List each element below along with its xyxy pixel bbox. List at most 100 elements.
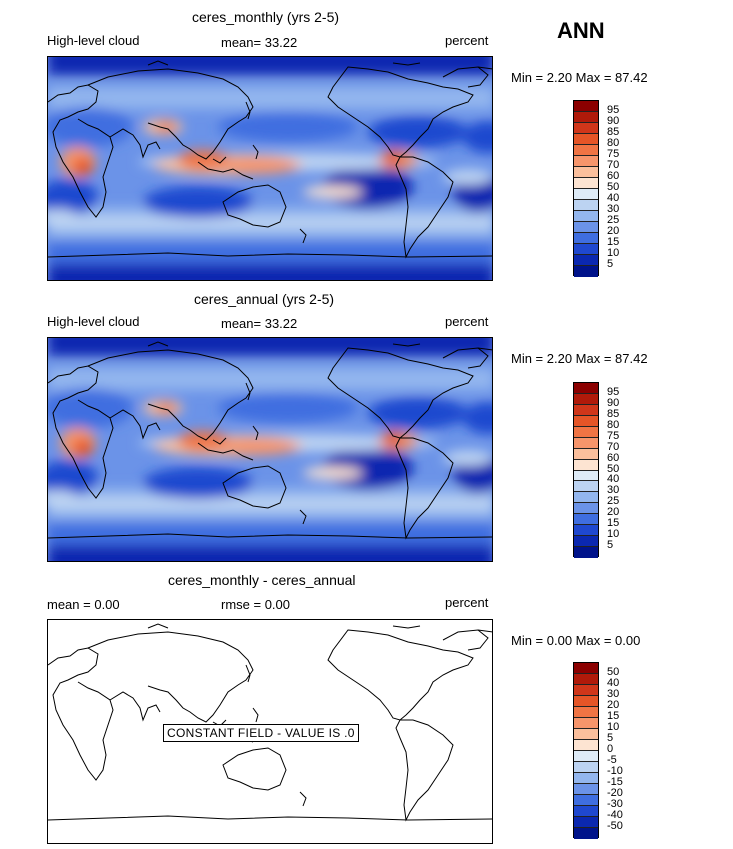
colorbar-tick-label: 20 [607,506,620,519]
colorbar-segment [574,817,598,828]
panel2-title: ceres_annual (yrs 2-5) [194,291,335,307]
colorbar-segment [574,503,598,515]
colorbar-tick-label: 40 [607,677,620,689]
colorbar-segment [574,233,598,244]
colorbar-segment [574,547,598,558]
colorbar-segment [574,773,598,784]
colorbar-segment [574,255,598,266]
colorbar-segment [574,729,598,740]
panel2-colorbar [573,382,599,558]
colorbar-segment [574,244,598,255]
colorbar-tick-label: -15 [607,776,623,788]
colorbar-tick-label: 90 [607,115,620,127]
colorbar-segment [574,437,598,449]
colorbar-segment [574,393,598,405]
panel1-variable-label: High-level cloud [47,33,140,48]
colorbar-segment [574,481,598,493]
panel1-map-field [48,57,492,281]
colorbar-tick-label: 70 [607,440,620,453]
colorbar-segment [574,101,598,112]
colorbar-tick-label: 90 [607,396,620,409]
colorbar-segment [574,795,598,806]
panel1-units: percent [445,33,489,48]
panel2-minmax: Min = 2.20 Max = 87.42 [511,351,648,366]
panel3-colorbar [573,662,599,839]
colorbar-tick-label: 0 [607,743,614,755]
colorbar-segment [574,189,598,200]
colorbar-segment [574,762,598,773]
colorbar-tick-label: 10 [607,721,620,733]
panel1-minmax: Min = 2.20 Max = 87.42 [511,70,648,85]
colorbar-segment [574,492,598,504]
colorbar-tick-label: -50 [607,820,623,832]
colorbar-tick-label: 40 [607,192,620,204]
colorbar-tick-label: 40 [607,473,620,486]
colorbar-tick-label: 5 [607,732,614,744]
colorbar-segment [574,696,598,707]
colorbar-tick-label: 20 [607,699,620,711]
colorbar-tick-label: 70 [607,159,620,171]
colorbar-segment [574,685,598,696]
colorbar-tick-label: 5 [607,258,614,270]
colorbar-tick-label: 60 [607,170,620,182]
colorbar-segment [574,751,598,762]
colorbar-tick-label: 15 [607,236,620,248]
colorbar-tick-label: 95 [607,104,620,116]
colorbar-segment [574,663,598,674]
colorbar-tick-label: -30 [607,798,623,810]
colorbar-segment [574,448,598,460]
colorbar-segment [574,145,598,156]
panel3-rmse: rmse = 0.00 [221,597,291,612]
colorbar-segment [574,525,598,537]
colorbar-tick-label: 75 [607,148,620,160]
colorbar-tick-label: 60 [607,451,620,464]
colorbar-tick-label: 85 [607,126,620,138]
colorbar-segment [574,200,598,211]
colorbar-segment [574,404,598,416]
panel1-map [47,56,493,281]
colorbar-segment [574,536,598,548]
colorbar-tick-label: 80 [607,137,620,149]
colorbar-tick-label: 95 [607,385,620,398]
colorbar-tick-label: -10 [607,765,623,777]
panel3-minmax: Min = 0.00 Max = 0.00 [511,633,641,648]
panel3-units: percent [445,595,489,610]
colorbar-segment [574,178,598,189]
panel3-title: ceres_monthly - ceres_annual [168,572,356,588]
colorbar-segment [574,123,598,134]
colorbar-tick-label: 15 [607,517,620,530]
panel1-title: ceres_monthly (yrs 2-5) [192,9,340,25]
colorbar-segment [574,156,598,167]
panel2-mean: mean= 33.22 [221,316,298,331]
colorbar-segment [574,514,598,526]
colorbar-tick-label: 50 [607,666,620,678]
colorbar-tick-label: 75 [607,429,620,442]
colorbar-segment [574,112,598,123]
season-label: ANN [557,18,605,43]
colorbar-segment [574,806,598,817]
colorbar-segment [574,740,598,751]
colorbar-tick-label: 25 [607,214,620,226]
colorbar-tick-label: 50 [607,181,620,193]
colorbar-segment [574,470,598,482]
colorbar-segment [574,415,598,427]
colorbar-tick-label: 5 [607,539,614,552]
panel1-colorbar [573,100,599,277]
panel2-variable-label: High-level cloud [47,314,140,329]
colorbar-tick-label: 30 [607,688,620,700]
colorbar-tick-label: -5 [607,754,617,766]
colorbar-tick-label: 25 [607,495,620,508]
colorbar-tick-label: 50 [607,462,620,475]
colorbar-segment [574,211,598,222]
panel2-units: percent [445,314,489,329]
colorbar-segment [574,222,598,233]
colorbar-segment [574,266,598,277]
colorbar-tick-label: 20 [607,225,620,237]
colorbar-segment [574,167,598,178]
colorbar-segment [574,707,598,718]
colorbar-segment [574,674,598,685]
colorbar-segment [574,459,598,471]
constant-field-stamp: CONSTANT FIELD - VALUE IS .0 [163,724,359,742]
colorbar-segment [574,784,598,795]
colorbar-tick-label: 10 [607,528,620,541]
